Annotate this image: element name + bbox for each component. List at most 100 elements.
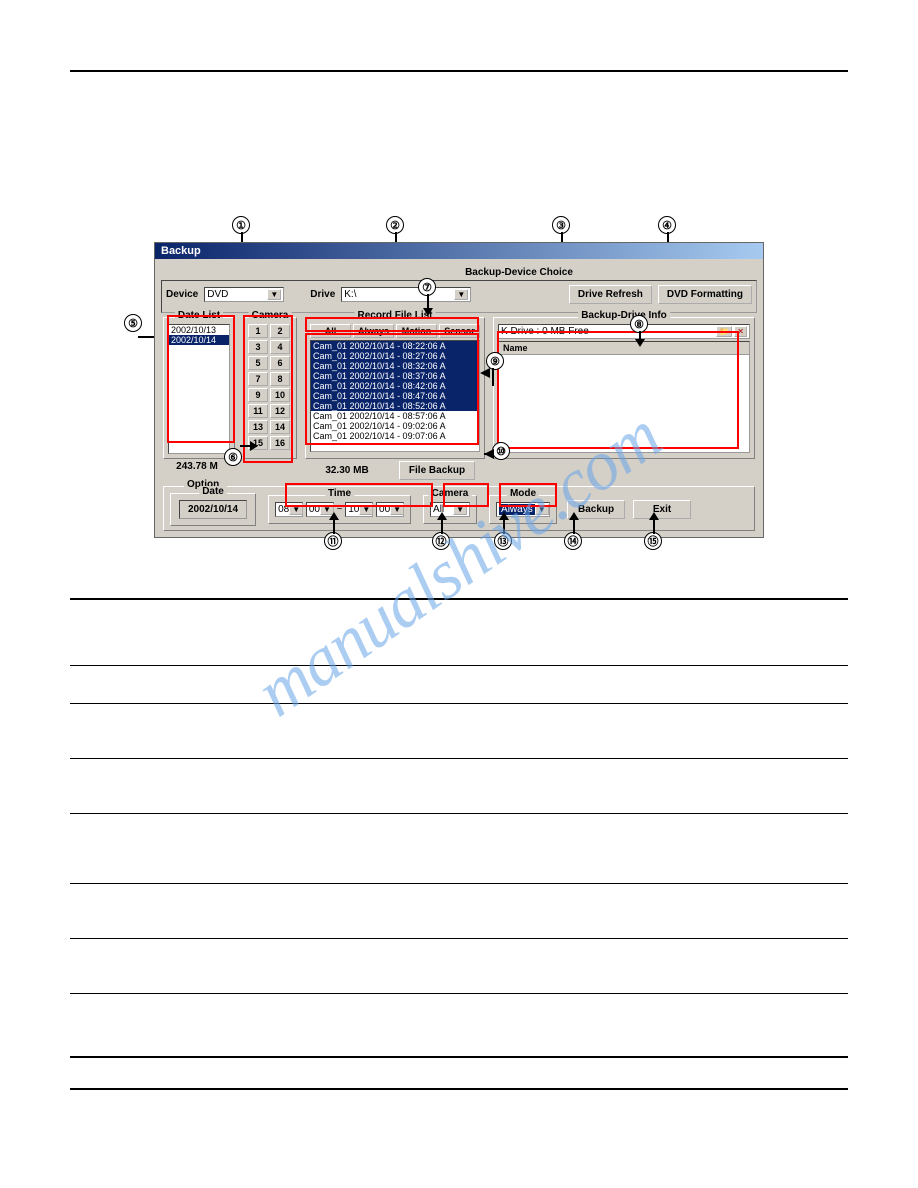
camera-button[interactable]: 4 <box>270 340 290 354</box>
record-item[interactable]: Cam_01 2002/10/14 - 08:32:06 A <box>311 361 479 371</box>
backup-window: Backup Backup-Device Choice Device DVD▼ … <box>154 242 764 538</box>
dvd-formatting-button[interactable]: DVD Formatting <box>658 285 752 304</box>
datelist-listbox[interactable]: 2002/10/13 2002/10/14 <box>168 324 230 454</box>
camera-button[interactable]: 11 <box>248 404 268 418</box>
callout-15: ⑮ <box>644 532 662 550</box>
device-panel: Device DVD▼ Drive K:\▼ Drive Refresh DVD… <box>161 280 757 313</box>
callout-8: ⑧ <box>630 315 648 333</box>
callout-6: ⑥ <box>224 448 242 466</box>
backup-button[interactable]: Backup <box>567 500 625 519</box>
drive-label: Drive <box>310 289 335 300</box>
filter-all-button[interactable]: All <box>310 324 351 338</box>
header-label: Backup-Device Choice <box>281 267 757 278</box>
camera-button[interactable]: 10 <box>270 388 290 402</box>
time-from-h[interactable]: 08▼ <box>275 502 303 517</box>
driveinfo-listbox[interactable]: Name <box>498 341 750 453</box>
camera-button[interactable]: 5 <box>248 356 268 370</box>
camera-button[interactable]: 1 <box>248 324 268 338</box>
recordlist-size: 32.30 MB <box>295 465 399 476</box>
option-time-fieldset: Time 08▼ 00▼ ~ 10▼ 00▼ <box>268 495 411 524</box>
callout-12: ⑫ <box>432 532 450 550</box>
callout-13: ⑬ <box>494 532 512 550</box>
filter-motion-button[interactable]: Motion <box>396 324 437 338</box>
file-backup-button[interactable]: File Backup <box>399 461 475 480</box>
page-bottom-rule <box>70 1088 848 1090</box>
option-fieldset: Option Date 2002/10/14 Time 08▼ 00▼ ~ 10… <box>163 486 755 531</box>
datelist-item[interactable]: 2002/10/13 <box>169 325 229 335</box>
camera-grid: 1 2 3 4 5 6 7 8 9 10 11 12 13 <box>248 324 292 450</box>
option-mode-fieldset: Mode Always▼ <box>489 495 557 524</box>
time-to-m[interactable]: 00▼ <box>376 502 404 517</box>
option-camera-dropdown[interactable]: All▼ <box>430 502 470 517</box>
record-item[interactable]: Cam_01 2002/10/14 - 08:57:06 A <box>311 411 479 421</box>
record-item[interactable]: Cam_01 2002/10/14 - 08:27:06 A <box>311 351 479 361</box>
camera-button[interactable]: 13 <box>248 420 268 434</box>
exit-button[interactable]: Exit <box>633 500 691 519</box>
option-mode-dropdown[interactable]: Always▼ <box>496 502 550 517</box>
camera-button[interactable]: 3 <box>248 340 268 354</box>
drive-dropdown[interactable]: K:\▼ <box>341 287 471 302</box>
datelist-size: 243.78 M <box>161 461 233 480</box>
callout-9: ⑨ <box>486 352 504 370</box>
camera-button[interactable]: 15 <box>248 436 268 450</box>
recordlist-listbox[interactable]: Cam_01 2002/10/14 - 08:22:06 A Cam_01 20… <box>310 340 480 452</box>
close-icon[interactable]: ✕ <box>734 326 747 337</box>
camera-button[interactable]: 16 <box>270 436 290 450</box>
record-item[interactable]: Cam_01 2002/10/14 - 08:42:06 A <box>311 381 479 391</box>
camera-button[interactable]: 14 <box>270 420 290 434</box>
record-item[interactable]: Cam_01 2002/10/14 - 08:47:06 A <box>311 391 479 401</box>
recordlist-legend: Record File List <box>354 310 435 321</box>
option-camera-legend: Camera <box>429 488 472 499</box>
device-dropdown[interactable]: DVD▼ <box>204 287 284 302</box>
camera-button[interactable]: 2 <box>270 324 290 338</box>
time-to-h[interactable]: 10▼ <box>345 502 373 517</box>
chevron-down-icon: ▼ <box>454 289 468 300</box>
option-date-fieldset: Date 2002/10/14 <box>170 493 256 526</box>
record-item[interactable]: Cam_01 2002/10/14 - 08:22:06 A <box>311 341 479 351</box>
camera-button[interactable]: 12 <box>270 404 290 418</box>
option-mode-legend: Mode <box>507 488 539 499</box>
callout-3: ③ <box>552 216 570 234</box>
driveinfo-path[interactable]: K Drive : 0 MB Free 📁✕ <box>498 324 750 339</box>
camera-button[interactable]: 8 <box>270 372 290 386</box>
datelist-legend: Date List <box>175 310 223 321</box>
callout-4: ④ <box>658 216 676 234</box>
chevron-down-icon: ▼ <box>267 289 281 300</box>
page-top-rule <box>70 70 848 72</box>
callout-11: ⑪ <box>324 532 342 550</box>
filter-sensor-button[interactable]: Sensor <box>439 324 480 338</box>
callout-7: ⑦ <box>418 278 436 296</box>
driveinfo-fieldset: Backup-Drive Info K Drive : 0 MB Free 📁✕… <box>493 317 755 459</box>
callout-10: ⑩ <box>492 442 510 460</box>
window-title: Backup <box>161 245 201 257</box>
datelist-item[interactable]: 2002/10/14 <box>169 335 229 345</box>
drive-refresh-button[interactable]: Drive Refresh <box>569 285 652 304</box>
record-item[interactable]: Cam_01 2002/10/14 - 08:52:06 A <box>311 401 479 411</box>
option-time-legend: Time <box>325 488 354 499</box>
filter-always-button[interactable]: Always <box>353 324 394 338</box>
option-date-value: 2002/10/14 <box>179 500 247 519</box>
time-from-m[interactable]: 00▼ <box>306 502 334 517</box>
callout-14: ⑭ <box>564 532 582 550</box>
description-table <box>70 598 848 1058</box>
device-label: Device <box>166 289 198 300</box>
option-date-legend: Date <box>199 486 227 497</box>
camera-fieldset: Camera 1 2 3 4 5 6 7 8 9 10 11 <box>243 317 297 459</box>
record-item[interactable]: Cam_01 2002/10/14 - 09:07:06 A <box>311 431 479 441</box>
callout-1: ① <box>232 216 250 234</box>
driveinfo-legend: Backup-Drive Info <box>578 310 670 321</box>
camera-button[interactable]: 9 <box>248 388 268 402</box>
record-item[interactable]: Cam_01 2002/10/14 - 09:02:06 A <box>311 421 479 431</box>
window-titlebar: Backup <box>155 243 763 259</box>
camera-button[interactable]: 7 <box>248 372 268 386</box>
record-item[interactable]: Cam_01 2002/10/14 - 08:37:06 A <box>311 371 479 381</box>
recordlist-fieldset: Record File List All Always Motion Senso… <box>305 317 485 459</box>
screenshot-figure: ① ② ③ ④ ⑤ Backup Backup-Device Choice De… <box>154 242 764 538</box>
camera-legend: Camera <box>249 310 292 321</box>
datelist-fieldset: Date List 2002/10/13 2002/10/14 <box>163 317 235 459</box>
callout-5: ⑤ <box>124 314 142 332</box>
option-camera-fieldset: Camera All▼ <box>423 495 477 524</box>
folder-up-icon[interactable]: 📁 <box>716 326 732 337</box>
camera-button[interactable]: 6 <box>270 356 290 370</box>
filter-row: All Always Motion Sensor <box>310 324 480 338</box>
